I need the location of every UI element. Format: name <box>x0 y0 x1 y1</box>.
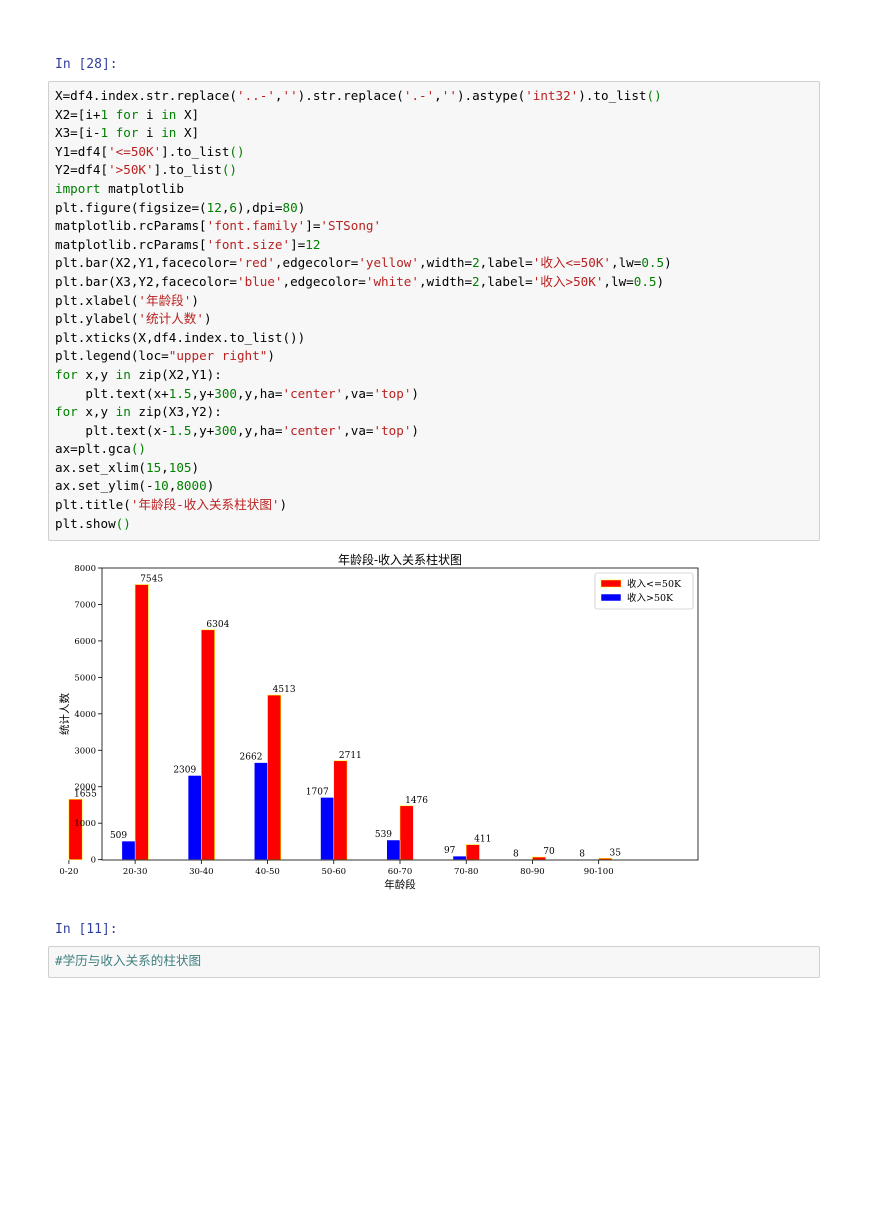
y-tick-label: 2000 <box>74 783 96 793</box>
code-line: matplotlib.rcParams['font.size']=12 <box>55 236 321 252</box>
data-label: 2309 <box>173 766 196 776</box>
code-line: ax.set_xlim(15,105) <box>55 459 200 475</box>
code-line: X2=[i+1 for i in X] <box>55 106 200 122</box>
code-line: Y1=df4['<=50K'].to_list() <box>55 143 245 159</box>
code-line: import matplotlib <box>55 180 184 196</box>
code-line: ax.set_ylim(-10,8000) <box>55 478 215 494</box>
data-label: 539 <box>375 830 392 840</box>
data-label: 2662 <box>240 753 263 763</box>
y-tick-label: 8000 <box>74 564 96 574</box>
data-label: 4513 <box>273 685 296 695</box>
code-cell[interactable]: X=df4.index.str.replace('..-','').str.re… <box>48 81 820 541</box>
bar <box>333 760 348 860</box>
code-line: plt.bar(X2,Y1,facecolor='red',edgecolor=… <box>55 255 672 271</box>
data-label: 2711 <box>339 751 362 761</box>
code-line: X3=[i-1 for i in X] <box>55 125 200 141</box>
code-cell[interactable]: #学历与收入关系的柱状图 <box>48 946 820 978</box>
y-tick-label: 3000 <box>74 746 96 756</box>
data-label: 1476 <box>405 796 428 806</box>
bar <box>121 840 136 860</box>
code-line: plt.xlabel('年龄段') <box>55 292 199 308</box>
x-tick-label: 50-60 <box>322 867 347 877</box>
code-line: plt.title('年龄段-收入关系柱状图') <box>55 497 288 513</box>
data-label: 8 <box>579 849 585 859</box>
code-editor[interactable]: X=df4.index.str.replace('..-','').str.re… <box>49 82 819 538</box>
bar <box>68 799 83 860</box>
code-line: plt.xticks(X,df4.index.to_list()) <box>55 329 306 345</box>
legend-swatch <box>600 593 622 602</box>
x-tick-label: 90-100 <box>584 867 614 877</box>
code-line: plt.show() <box>55 515 131 531</box>
y-tick-label: 1000 <box>74 819 96 829</box>
x-axis-label: 年龄段 <box>384 878 416 891</box>
data-label: 70 <box>543 847 555 857</box>
bar <box>452 855 467 860</box>
bar <box>465 844 480 860</box>
data-label: 509 <box>110 831 127 841</box>
x-tick-label: 30-40 <box>189 867 214 877</box>
x-tick-label: 40-50 <box>255 867 280 877</box>
bar <box>201 629 215 860</box>
code-line: Y2=df4['>50K'].to_list() <box>55 162 237 178</box>
bar <box>134 584 149 860</box>
bar <box>254 762 268 860</box>
data-label: 35 <box>609 848 621 858</box>
x-tick-label: 70-80 <box>454 867 479 877</box>
code-line: plt.legend(loc="upper right") <box>55 348 275 364</box>
code-line: for x,y in zip(X2,Y1): <box>55 366 222 382</box>
cell-prompt: In [11]: <box>55 922 118 937</box>
data-label: 7545 <box>140 575 163 585</box>
code-line: for x,y in zip(X3,Y2): <box>55 404 222 420</box>
x-tick-label: 0-20 <box>59 867 78 877</box>
legend-swatch <box>600 579 622 588</box>
bar <box>267 694 282 860</box>
x-tick-label: 60-70 <box>388 867 413 877</box>
code-line: X=df4.index.str.replace('..-','').str.re… <box>55 88 662 103</box>
code-line: matplotlib.rcParams['font.family']='STSo… <box>55 218 382 234</box>
code-line: ax=plt.gca() <box>55 441 146 457</box>
code-line: plt.bar(X3,Y2,facecolor='blue',edgecolor… <box>55 273 665 289</box>
code-line: #学历与收入关系的柱状图 <box>55 953 202 968</box>
y-tick-label: 5000 <box>74 673 96 683</box>
bar <box>598 858 613 860</box>
bar <box>187 775 202 860</box>
data-label: 6304 <box>206 620 229 630</box>
code-editor[interactable]: #学历与收入关系的柱状图 <box>49 947 819 976</box>
data-label: 97 <box>444 846 456 856</box>
legend-label: 收入>50K <box>627 592 674 604</box>
bar <box>532 856 546 860</box>
y-tick-label: 0 <box>91 856 96 866</box>
x-tick-label: 20-30 <box>123 867 148 877</box>
code-line: plt.text(x+1.5,y+300,y,ha='center',va='t… <box>55 385 420 401</box>
code-line: plt.figure(figsize=(12,6),dpi=80) <box>55 199 306 215</box>
bar <box>386 839 401 860</box>
bar <box>320 797 335 860</box>
data-label: 411 <box>474 835 491 845</box>
bar-chart: 1655754563044513271114764117035250923092… <box>49 552 699 891</box>
bar <box>399 805 414 860</box>
y-tick-label: 4000 <box>74 710 96 720</box>
cell-prompt: In [28]: <box>55 57 118 72</box>
y-tick-label: 7000 <box>74 600 96 610</box>
data-label: 8 <box>513 849 519 859</box>
data-label: 1707 <box>306 787 329 797</box>
data-label: 1655 <box>74 789 97 799</box>
chart-output: 1655754563044513271114764117035250923092… <box>49 548 705 893</box>
x-tick-label: 80-90 <box>520 867 545 877</box>
y-axis-label: 统计人数 <box>58 693 71 735</box>
y-tick-label: 6000 <box>74 637 96 647</box>
chart-title: 年龄段-收入关系柱状图 <box>338 552 462 567</box>
legend-label: 收入<=50K <box>627 578 682 590</box>
code-line: plt.text(x-1.5,y+300,y,ha='center',va='t… <box>55 422 420 438</box>
code-line: plt.ylabel('统计人数') <box>55 311 212 327</box>
